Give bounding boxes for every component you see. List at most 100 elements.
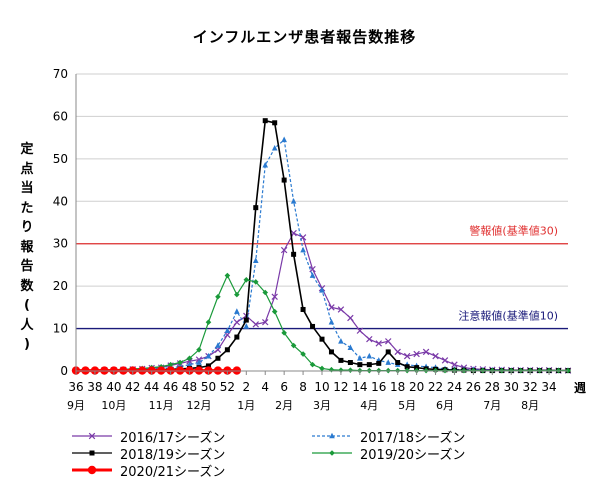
y-axis-label-char: ( xyxy=(24,298,30,313)
legend-item: 2018/19シーズン xyxy=(70,445,225,463)
y-axis-label-char: 点 xyxy=(20,161,34,177)
x-tick-label: 32 xyxy=(523,380,538,394)
data-point xyxy=(328,304,335,311)
data-point xyxy=(215,355,221,361)
data-point xyxy=(347,344,354,350)
data-point xyxy=(309,361,316,368)
legend: 2016/17シーズン 2017/18シーズン 2018/19シーズン 2019/20… xyxy=(70,428,590,488)
data-point xyxy=(89,450,95,456)
data-point xyxy=(366,335,373,343)
data-point xyxy=(432,352,439,360)
x-tick-label: 50 xyxy=(201,380,216,394)
x-axis-unit: 週 xyxy=(574,380,586,395)
data-point xyxy=(87,465,97,475)
y-axis-label-char: 報 xyxy=(20,239,34,255)
y-axis-label: 定点当たり報告数 (人) xyxy=(17,140,37,355)
data-point xyxy=(385,349,391,355)
data-point xyxy=(280,246,288,254)
data-point xyxy=(262,318,269,326)
x-tick-label: 52 xyxy=(220,380,235,394)
data-point xyxy=(300,306,306,312)
legend-label: 2020/21シーズン xyxy=(120,464,226,480)
data-point xyxy=(404,364,410,370)
month-label: 2月 xyxy=(275,399,293,412)
x-tick-label: 36 xyxy=(68,380,83,394)
data-point xyxy=(328,366,335,373)
data-point xyxy=(290,197,297,204)
data-point xyxy=(394,348,401,356)
month-label: 11月 xyxy=(149,399,174,412)
y-axis-label-char: 数 xyxy=(20,278,34,294)
month-label: 1月 xyxy=(237,399,255,412)
legend-swatch xyxy=(72,450,112,456)
data-point xyxy=(252,279,259,285)
data-point xyxy=(337,306,345,313)
series-2018/19シーズン xyxy=(73,118,571,374)
x-tick-label: 2 xyxy=(242,380,250,394)
month-label: 5月 xyxy=(398,399,416,412)
data-point xyxy=(186,355,193,362)
data-point xyxy=(309,272,316,278)
data-point xyxy=(376,360,382,366)
x-tick-label: 12 xyxy=(333,380,348,394)
data-point xyxy=(215,293,221,300)
data-point xyxy=(177,359,183,366)
legend-item: 2017/18シーズン xyxy=(310,428,465,446)
x-tick-label: 28 xyxy=(485,380,500,394)
legend-item: 2020/21シーズン xyxy=(70,462,226,480)
data-point xyxy=(366,362,372,368)
x-tick-label: 14 xyxy=(352,380,367,394)
reference-line-label: 警報値(基準値30) xyxy=(469,224,558,238)
data-point xyxy=(385,338,392,345)
legend-item: 2019/20シーズン xyxy=(310,445,465,463)
data-point xyxy=(328,318,335,325)
y-tick-label: 50 xyxy=(53,152,68,166)
data-point xyxy=(234,291,240,298)
data-point xyxy=(309,265,316,273)
x-tick-label: 42 xyxy=(125,380,140,394)
month-label: 9月 xyxy=(67,399,85,412)
x-tick-label: 40 xyxy=(106,380,121,394)
data-point xyxy=(300,351,306,357)
data-point xyxy=(310,323,316,329)
chart-title: インフルエンザ患者報告数推移 xyxy=(192,28,417,46)
series-line xyxy=(76,138,568,372)
x-tick-label: 18 xyxy=(390,380,405,394)
data-point xyxy=(196,346,202,353)
x-tick-label: 8 xyxy=(299,380,307,394)
data-point xyxy=(300,246,306,253)
data-point xyxy=(215,342,221,348)
data-point xyxy=(338,367,344,373)
x-tick-label: 44 xyxy=(144,380,159,394)
x-tick-label: 22 xyxy=(428,380,443,394)
y-axis-label-char: り xyxy=(20,220,34,235)
x-tick-label: 26 xyxy=(466,380,481,394)
y-tick-label: 30 xyxy=(53,237,68,251)
data-point xyxy=(271,144,278,151)
legend-label: 2016/17シーズン xyxy=(120,430,226,446)
month-label: 7月 xyxy=(483,399,501,412)
data-point xyxy=(422,348,430,356)
data-point xyxy=(319,287,325,293)
data-point xyxy=(243,317,249,323)
data-point xyxy=(356,327,364,334)
data-point xyxy=(291,251,297,257)
month-label: 4月 xyxy=(360,399,378,412)
x-tick-label: 34 xyxy=(541,380,556,394)
series-line xyxy=(76,119,568,372)
data-point xyxy=(224,327,231,333)
reference-lines: 警報値(基準値30) 注意報値(基準値10) xyxy=(76,224,568,330)
data-point xyxy=(167,361,174,368)
data-point xyxy=(224,272,231,279)
series-line xyxy=(76,232,568,372)
data-point xyxy=(338,338,344,344)
y-tick-label: 10 xyxy=(53,322,68,336)
data-point xyxy=(262,289,269,296)
data-point xyxy=(290,342,297,349)
y-axis-label-char: 告 xyxy=(20,259,34,274)
data-point xyxy=(328,349,334,355)
data-point xyxy=(403,352,411,360)
y-tick-label: 0 xyxy=(60,364,68,378)
x-tick-label: 6 xyxy=(280,380,288,394)
